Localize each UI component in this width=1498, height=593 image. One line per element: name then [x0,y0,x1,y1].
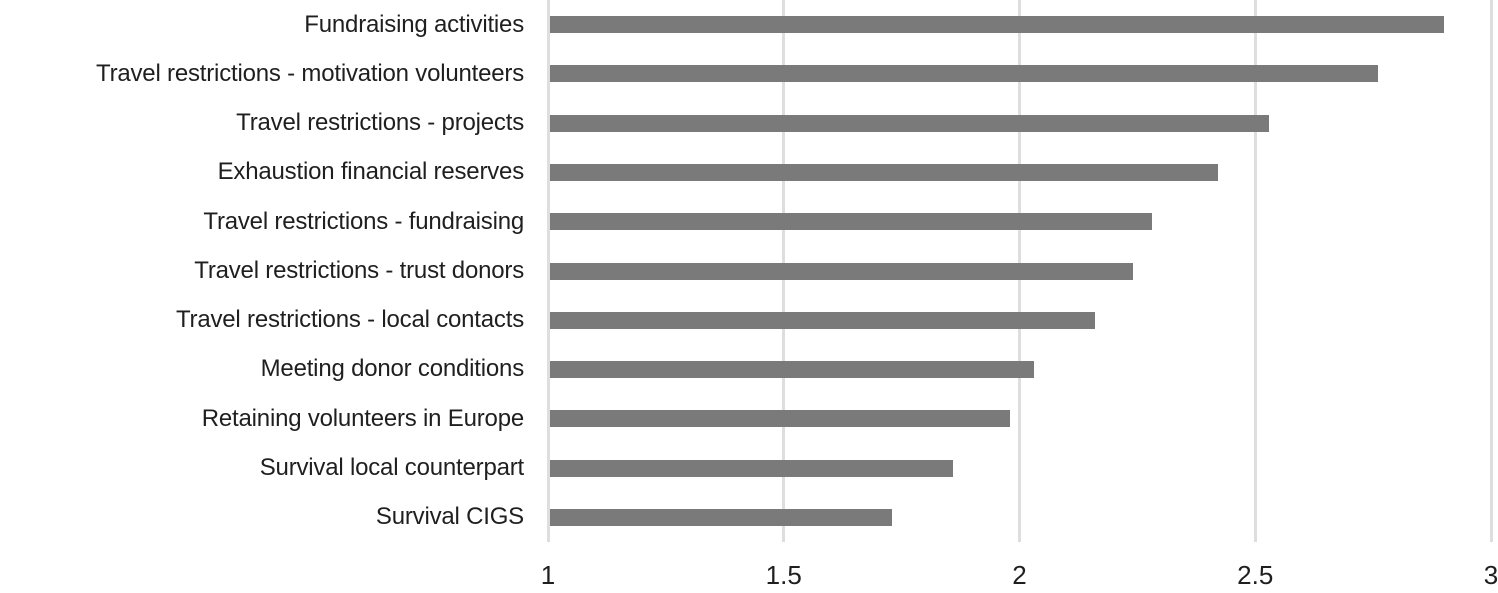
bar [550,65,1378,83]
category-label: Meeting donor conditions [260,355,525,383]
category-label: Fundraising activities [304,10,524,38]
category-label: Travel restrictions - motivation volunte… [96,59,524,87]
x-tick-label: 2 [1012,560,1027,590]
bar [550,16,1444,34]
x-tick-label: 3 [1483,560,1498,590]
bar [550,114,1270,132]
category-label: Travel restrictions - fundraising [203,207,524,235]
bar [550,410,1011,428]
x-tick-label: 1 [540,560,556,590]
x-tick-label: 1.5 [765,560,802,590]
category-label: Travel restrictions - trust donors [194,256,524,284]
bar [550,262,1133,280]
x-tick-label: 2.5 [1237,560,1274,590]
gridline [546,0,550,542]
x-axis: 1 1.5 2 2.5 3 [0,556,1498,593]
category-label: Survival local counterpart [259,454,524,482]
category-label: Retaining volunteers in Europe [201,404,524,432]
bar [550,508,893,526]
bar [550,311,1095,329]
bar [550,213,1152,231]
bar [550,163,1218,181]
category-label: Survival CIGS [375,503,524,531]
plot-area [546,0,1493,542]
bar [550,361,1034,379]
bar [550,459,954,477]
category-axis: Fundraising activities Travel restriction… [0,0,536,542]
gridline [1489,0,1493,542]
category-label: Travel restrictions - projects [236,109,524,137]
category-label: Exhaustion financial reserves [217,158,525,186]
gridline [1253,0,1257,542]
category-label: Travel restrictions - local contacts [175,306,524,334]
